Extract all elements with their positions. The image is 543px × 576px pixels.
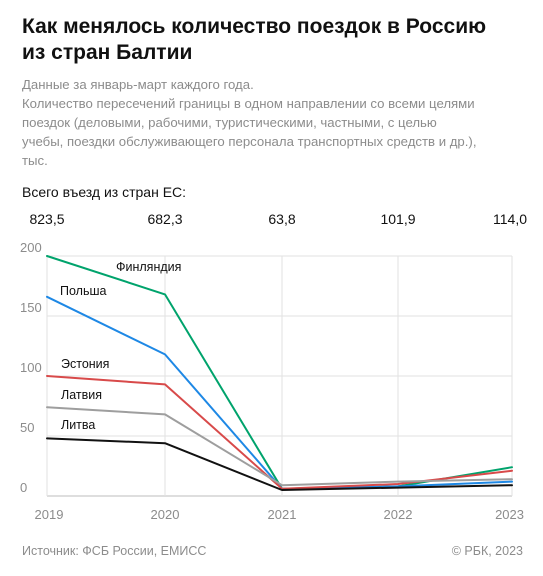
- chart-title: Как менялось количество поездок в Россию…: [22, 14, 532, 66]
- copyright: © РБК, 2023: [451, 544, 523, 558]
- y-tick-label: 50: [20, 420, 34, 435]
- series-line-1: [46, 255, 513, 490]
- series-line-3: [46, 375, 513, 490]
- x-tick-label: 2021: [268, 507, 297, 522]
- subtitle-line: тыс.: [22, 153, 48, 168]
- series-label: Эстония: [61, 357, 109, 371]
- chart-subtitle: Данные за январь-март каждого года. Коли…: [22, 75, 534, 170]
- x-tick-label: 2020: [151, 507, 180, 522]
- eu-total-2021: 63,8: [268, 211, 296, 227]
- eu-total-2022: 101,9: [380, 211, 416, 227]
- series-label: Латвия: [61, 388, 102, 402]
- x-tick-label: 2023: [495, 507, 524, 522]
- y-tick-label: 200: [20, 240, 42, 255]
- eu-total-2019: 823,5: [29, 211, 65, 227]
- y-tick-label: 150: [20, 300, 42, 315]
- series-label: Литва: [61, 418, 95, 432]
- subtitle-line: поездок (деловыми, рабочими, туристическ…: [22, 115, 437, 130]
- subtitle-line: учебы, поездки обслуживающего персонала …: [22, 134, 477, 149]
- series-line-5: [46, 437, 513, 491]
- subtitle-line: Количество пересечений границы в одном н…: [22, 96, 475, 111]
- y-tick-label: 0: [20, 480, 27, 495]
- source-note: Источник: ФСБ России, ЕМИСС: [22, 544, 207, 558]
- series-line-2: [46, 295, 513, 490]
- title-line-1: Как менялось количество поездок в Россию: [22, 15, 487, 38]
- y-tick-label: 100: [20, 360, 42, 375]
- eu-total-2023: 114,0: [493, 211, 527, 227]
- series-label: Финляндия: [116, 260, 181, 274]
- x-tick-label: 2022: [384, 507, 413, 522]
- title-line-2: из стран Балтии: [22, 41, 193, 64]
- subtitle-line: Данные за январь-март каждого года.: [22, 77, 254, 92]
- eu-total-2020: 682,3: [147, 211, 183, 227]
- eu-total-label: Всего въезд из стран ЕС:: [22, 184, 187, 200]
- series-line-4: [46, 406, 513, 487]
- series-label: Польша: [60, 284, 106, 298]
- x-tick-label: 2019: [35, 507, 64, 522]
